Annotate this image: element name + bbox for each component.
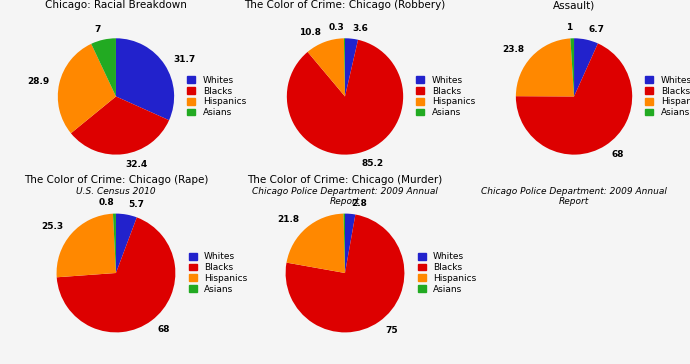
Text: 31.7: 31.7	[174, 55, 196, 64]
Legend: Whites, Blacks, Hispanics, Asians: Whites, Blacks, Hispanics, Asians	[187, 250, 249, 296]
Text: 0.8: 0.8	[99, 198, 115, 207]
Wedge shape	[345, 214, 355, 273]
Wedge shape	[113, 214, 116, 273]
Text: 68: 68	[611, 150, 624, 159]
Text: 75: 75	[385, 326, 397, 335]
Wedge shape	[344, 214, 345, 273]
Text: 5.7: 5.7	[128, 199, 144, 209]
Title: Chicago: Racial Breakdown: Chicago: Racial Breakdown	[45, 0, 187, 10]
Text: 25.3: 25.3	[41, 222, 63, 231]
Text: U.S. Census 2010: U.S. Census 2010	[76, 187, 156, 196]
Wedge shape	[58, 44, 116, 133]
Text: 28.9: 28.9	[27, 77, 49, 86]
Wedge shape	[571, 38, 574, 96]
Wedge shape	[71, 96, 169, 155]
Legend: Whites, Blacks, Hispanics, Asians: Whites, Blacks, Hispanics, Asians	[415, 74, 477, 119]
Text: 1: 1	[566, 23, 572, 32]
Wedge shape	[116, 214, 137, 273]
Text: 23.8: 23.8	[502, 45, 524, 54]
Wedge shape	[91, 38, 116, 96]
Text: Chicago Police Department: 2009 Annual
Report: Chicago Police Department: 2009 Annual R…	[481, 187, 667, 206]
Text: 0.3: 0.3	[328, 23, 344, 32]
Wedge shape	[574, 38, 598, 96]
Title: The Color of Crime: Chicago (Aggravated
Assault): The Color of Crime: Chicago (Aggravated …	[466, 0, 682, 10]
Wedge shape	[286, 214, 404, 332]
Wedge shape	[286, 214, 345, 273]
Text: 32.4: 32.4	[125, 160, 147, 169]
Title: The Color of Crime: Chicago (Rape): The Color of Crime: Chicago (Rape)	[23, 175, 208, 185]
Wedge shape	[516, 39, 574, 96]
Wedge shape	[516, 43, 632, 155]
Text: 2.8: 2.8	[351, 199, 367, 208]
Text: 85.2: 85.2	[361, 159, 383, 168]
Wedge shape	[57, 214, 116, 277]
Wedge shape	[308, 38, 345, 96]
Legend: Whites, Blacks, Hispanics, Asians: Whites, Blacks, Hispanics, Asians	[186, 74, 248, 119]
Text: 10.8: 10.8	[299, 28, 321, 37]
Text: 7: 7	[95, 25, 101, 34]
Title: The Color of Crime: Chicago (Robbery): The Color of Crime: Chicago (Robbery)	[244, 0, 446, 10]
Legend: Whites, Blacks, Hispanics, Asians: Whites, Blacks, Hispanics, Asians	[416, 250, 478, 296]
Text: 3.6: 3.6	[353, 24, 368, 33]
Wedge shape	[345, 38, 358, 96]
Legend: Whites, Blacks, Hispanics, Asians: Whites, Blacks, Hispanics, Asians	[644, 74, 690, 119]
Wedge shape	[287, 40, 403, 155]
Text: Chicago Police Department: 2009 Annual
Report: Chicago Police Department: 2009 Annual R…	[252, 187, 438, 206]
Title: The Color of Crime: Chicago (Murder): The Color of Crime: Chicago (Murder)	[248, 175, 442, 185]
Wedge shape	[116, 38, 174, 120]
Wedge shape	[344, 38, 345, 96]
Wedge shape	[57, 217, 175, 332]
Text: 21.8: 21.8	[277, 215, 299, 224]
Text: 6.7: 6.7	[589, 25, 604, 34]
Text: 68: 68	[158, 325, 170, 334]
